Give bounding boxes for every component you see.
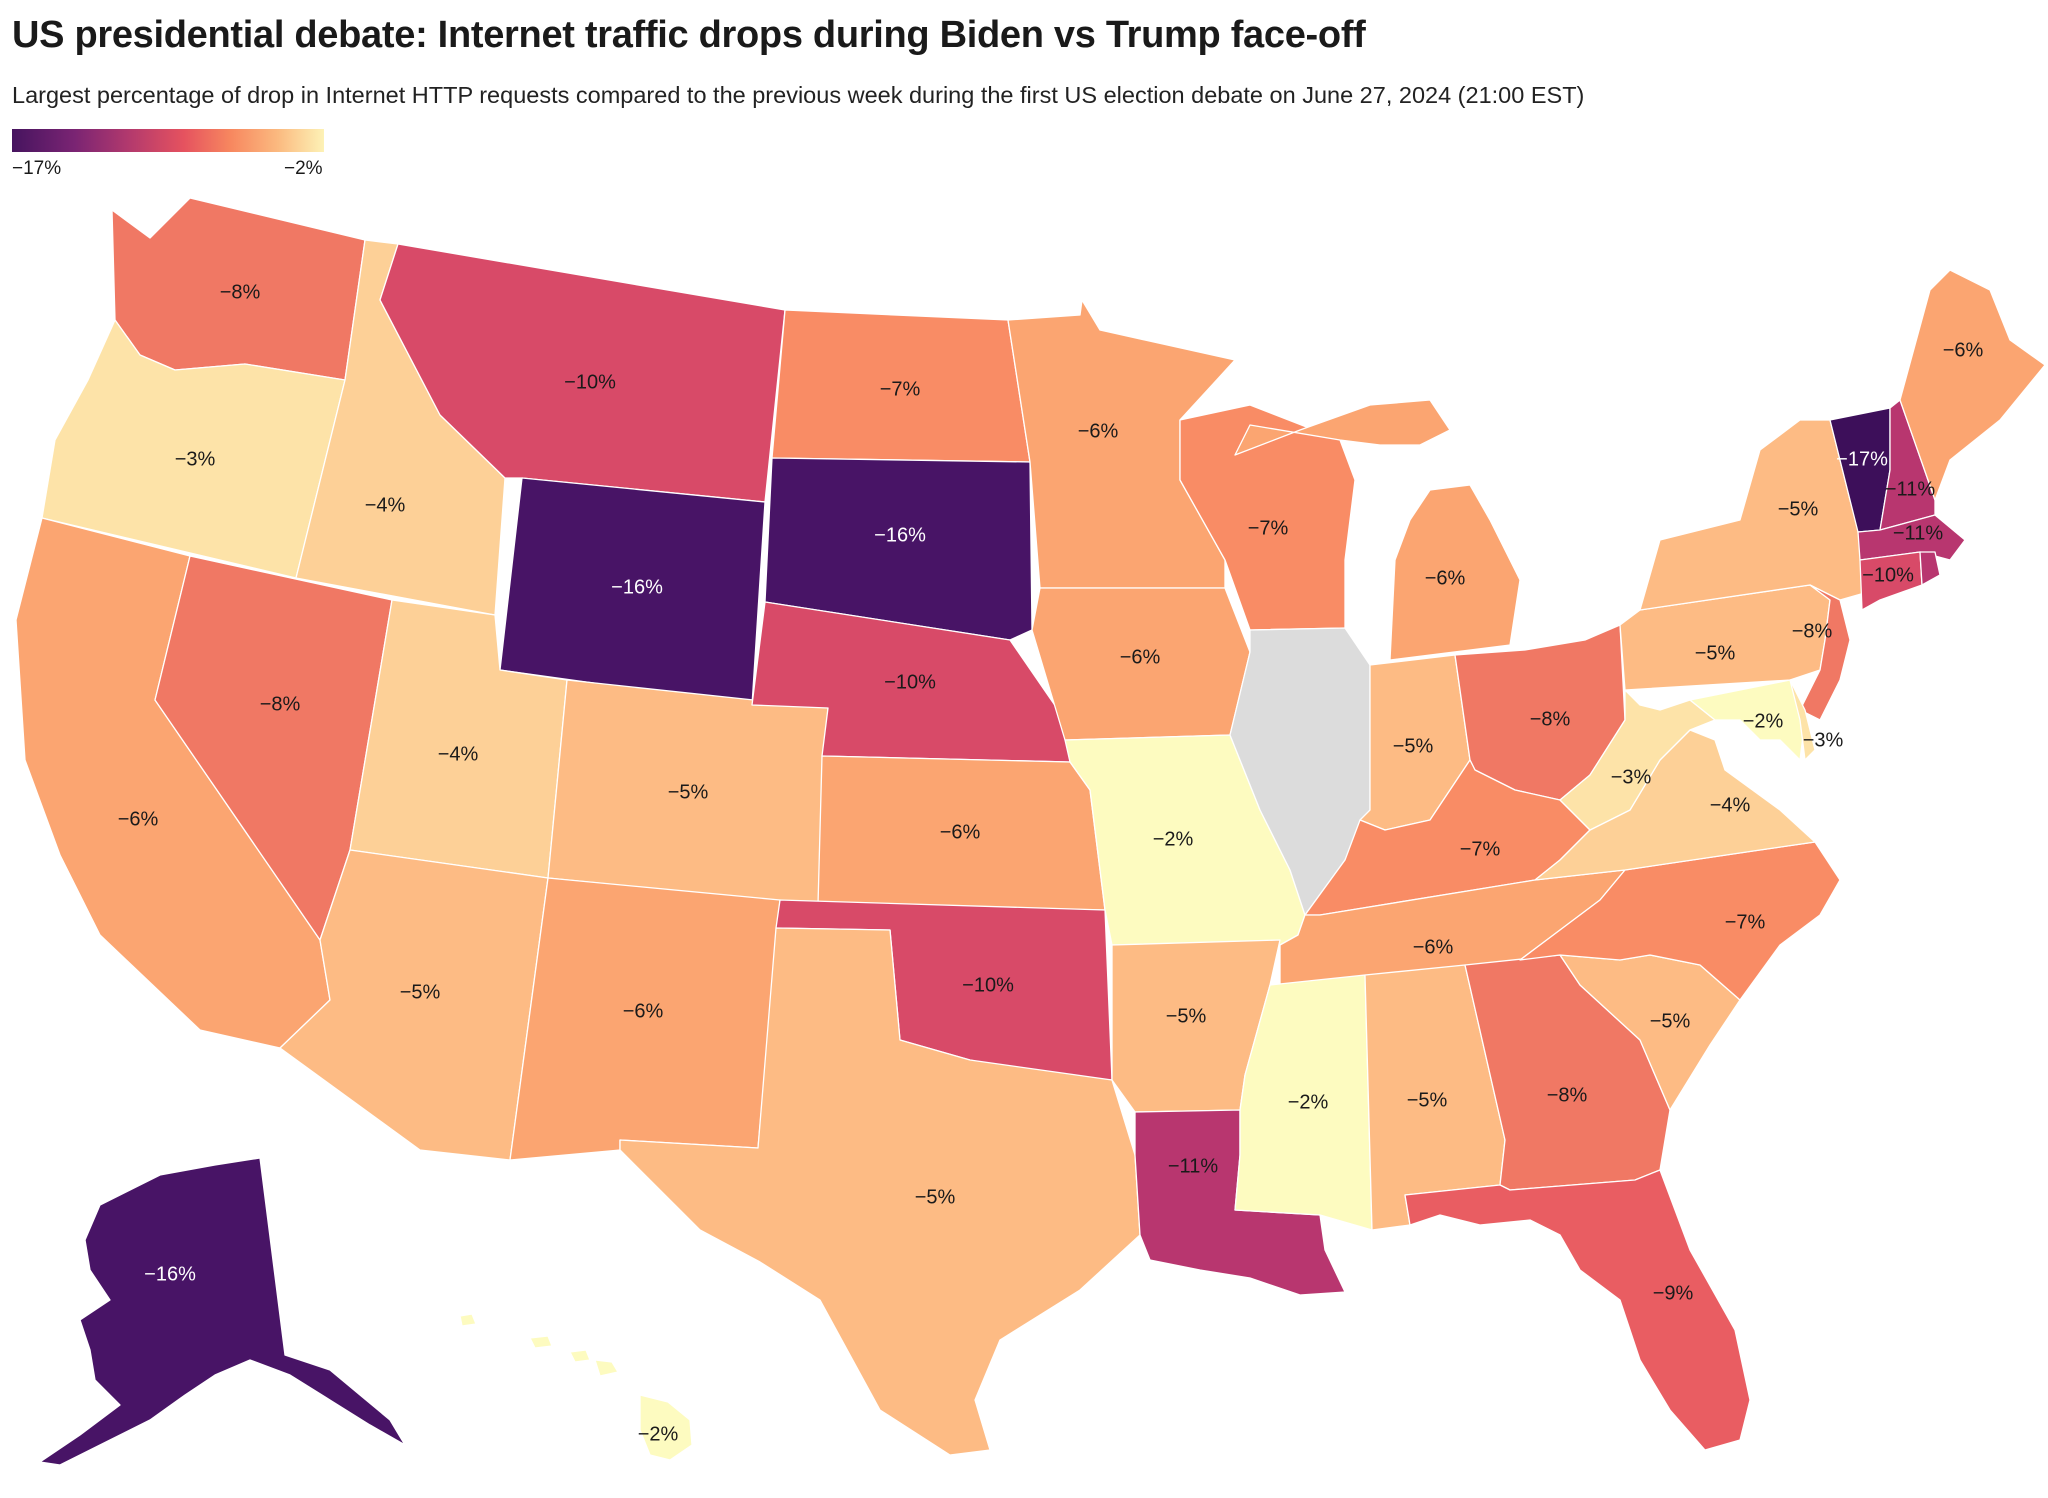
state-de[interactable]	[1789, 679, 1816, 761]
state-label-ms: −2%	[1288, 1091, 1329, 1113]
state-label-nv: −8%	[260, 693, 301, 715]
state-label-nc: −7%	[1725, 911, 1766, 933]
state-label-mt: −10%	[564, 371, 616, 393]
state-label-ga: −8%	[1547, 1084, 1588, 1106]
state-label-me: −6%	[1943, 339, 1984, 361]
state-label-sd: −16%	[874, 524, 926, 546]
state-me[interactable]	[1899, 269, 2046, 501]
legend-min-label: −17%	[12, 158, 62, 179]
state-label-in: −5%	[1393, 735, 1434, 757]
state-label-mn: −6%	[1078, 420, 1119, 442]
state-label-ks: −6%	[940, 821, 981, 843]
state-fl[interactable]	[1404, 1169, 1751, 1451]
state-label-ut: −4%	[438, 743, 479, 765]
state-label-id: −4%	[365, 494, 406, 516]
state-label-fl: −9%	[1653, 1282, 1694, 1304]
state-labels: −8% −3% −6% −8% −4% −10% −16% −4% −5% −5…	[118, 281, 1984, 1445]
state-label-de: −3%	[1803, 729, 1844, 751]
state-label-ny: −5%	[1778, 498, 1819, 520]
state-ak[interactable]	[39, 1157, 406, 1466]
state-nj[interactable]	[1799, 584, 1851, 721]
state-label-ia: −6%	[1120, 646, 1161, 668]
state-label-sc: −5%	[1650, 1010, 1691, 1032]
state-ct[interactable]	[1859, 551, 1923, 611]
state-ri[interactable]	[1919, 551, 1941, 586]
state-label-pa: −5%	[1695, 642, 1736, 664]
color-legend-bar	[12, 129, 324, 152]
state-label-mi: −6%	[1425, 567, 1466, 589]
state-label-nh: −11%	[1885, 478, 1935, 500]
state-label-md: −2%	[1743, 710, 1784, 732]
state-mi[interactable]	[1234, 399, 1521, 661]
state-shapes	[15, 197, 2046, 1466]
state-label-oh: −8%	[1530, 708, 1571, 730]
state-label-nm: −6%	[623, 1000, 664, 1022]
state-label-co: −5%	[668, 781, 709, 803]
state-label-mo: −2%	[1153, 828, 1194, 850]
state-label-wv: −3%	[1611, 766, 1652, 788]
state-label-wi: −7%	[1248, 517, 1289, 539]
state-label-al: −5%	[1407, 1089, 1448, 1111]
state-wi[interactable]	[1179, 404, 1356, 631]
state-label-az: −5%	[400, 981, 441, 1003]
state-sd[interactable]	[764, 457, 1033, 641]
state-tx[interactable]	[619, 927, 1141, 1456]
state-label-ky: −7%	[1460, 838, 1501, 860]
state-label-ar: −5%	[1166, 1005, 1207, 1027]
state-label-nj: −8%	[1792, 620, 1833, 642]
state-wv[interactable]	[1559, 689, 1716, 831]
state-label-hi: −2%	[638, 1423, 679, 1445]
state-label-la: −11%	[1168, 1155, 1218, 1177]
state-label-wa: −8%	[220, 281, 261, 303]
chart-title: US presidential debate: Internet traffic…	[12, 14, 1366, 56]
state-label-ne: −10%	[884, 671, 936, 693]
state-label-ca: −6%	[118, 808, 159, 830]
state-label-ak: −16%	[144, 1263, 196, 1285]
state-label-nd: −7%	[880, 378, 921, 400]
state-label-tx: −5%	[915, 1186, 956, 1208]
state-label-vt: −17%	[1836, 448, 1888, 470]
legend-max-label: −2%	[284, 158, 323, 179]
state-label-or: −3%	[175, 448, 216, 470]
state-label-va: −4%	[1710, 794, 1751, 816]
state-hi[interactable]	[459, 1313, 693, 1461]
state-label-wy: −16%	[611, 576, 663, 598]
state-label-tn: −6%	[1413, 936, 1454, 958]
state-label-ct: −10%	[1862, 564, 1914, 586]
state-label-ok: −10%	[962, 974, 1014, 996]
state-label-ma: −11%	[1893, 522, 1943, 544]
chart-subtitle: Largest percentage of drop in Internet H…	[12, 82, 1585, 108]
